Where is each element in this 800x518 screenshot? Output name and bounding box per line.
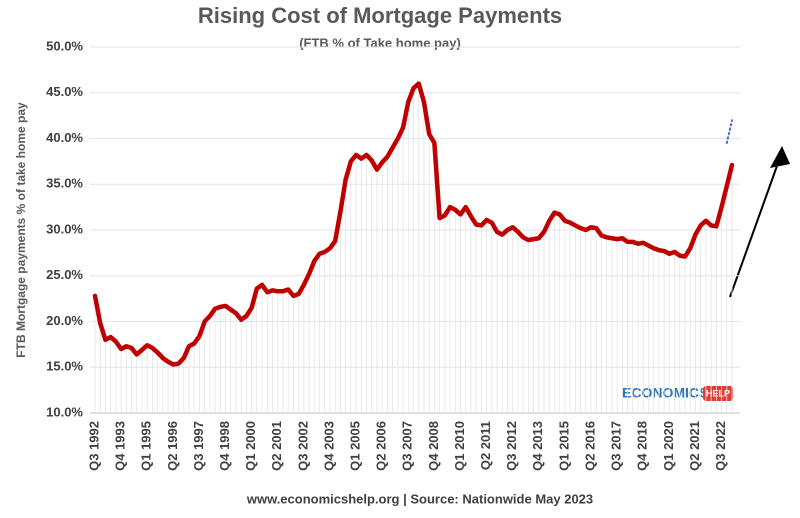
x-tick-label: Q2 2021: [687, 421, 702, 471]
arrow: [729, 151, 783, 298]
x-tick-label: Q2 2006: [374, 421, 389, 471]
series-line: [92, 81, 735, 367]
y-tick-label: 15.0%: [46, 359, 83, 374]
y-tick-label: 40.0%: [46, 130, 83, 145]
x-tick-label: Q3 2007: [400, 421, 415, 471]
x-tick-label: Q2 1996: [165, 421, 180, 471]
x-tick-label: Q3 1997: [191, 421, 206, 471]
x-tick-label: Q4 2018: [635, 421, 650, 471]
x-tick-label: Q2 2016: [582, 421, 597, 471]
x-tick-label: Q3 2022: [713, 421, 728, 471]
series-line: [725, 119, 733, 145]
y-tick-label: 20.0%: [46, 313, 83, 328]
source: www.economicshelp.org | Source: Nationwi…: [246, 491, 593, 506]
x-tick-label: Q4 2003: [321, 421, 336, 471]
x-tick-label: Q1 2000: [243, 421, 258, 471]
x-tick-label: Q3 2002: [295, 421, 310, 471]
y-tick-label: 30.0%: [46, 221, 83, 236]
y-axis-label: FTB Mortgage payments % of take home pay: [14, 102, 28, 358]
x-tick-label: Q3 2012: [504, 421, 519, 471]
x-tick-label: Q4 2013: [530, 421, 545, 471]
logo-tag: [703, 386, 733, 401]
x-tick-label: Q1 2005: [348, 421, 363, 471]
x-tick-label: Q3 1992: [86, 421, 101, 471]
y-tick-label: 10.0%: [46, 404, 83, 419]
x-tick-label: Q4 1998: [217, 421, 232, 471]
y-tick-label: 25.0%: [46, 267, 83, 282]
chart-subtitle: (FTB % of Take home pay): [299, 35, 461, 50]
x-tick-label: Q2 2011: [478, 421, 493, 470]
y-tick-label: 45.0%: [46, 84, 83, 99]
x-tick-label: Q1 2020: [661, 421, 676, 471]
x-tick-label: Q1 2015: [556, 421, 571, 471]
x-tick-label: Q4 1993: [113, 421, 128, 471]
y-tick-label: 50.0%: [46, 38, 83, 53]
arrow-head: [770, 146, 790, 168]
x-tick-label: Q2 2001: [269, 421, 284, 471]
x-tick-label: Q1 2010: [452, 421, 467, 471]
x-tick-label: Q1 1995: [139, 421, 154, 471]
chart-title: Rising Cost of Mortgage Payments: [198, 3, 562, 28]
logo-tag-text: HELP: [706, 388, 730, 398]
y-tick-label: 35.0%: [46, 176, 83, 191]
x-tick-label: Q3 2017: [609, 421, 624, 471]
x-tick-label: Q4 2008: [426, 421, 441, 471]
